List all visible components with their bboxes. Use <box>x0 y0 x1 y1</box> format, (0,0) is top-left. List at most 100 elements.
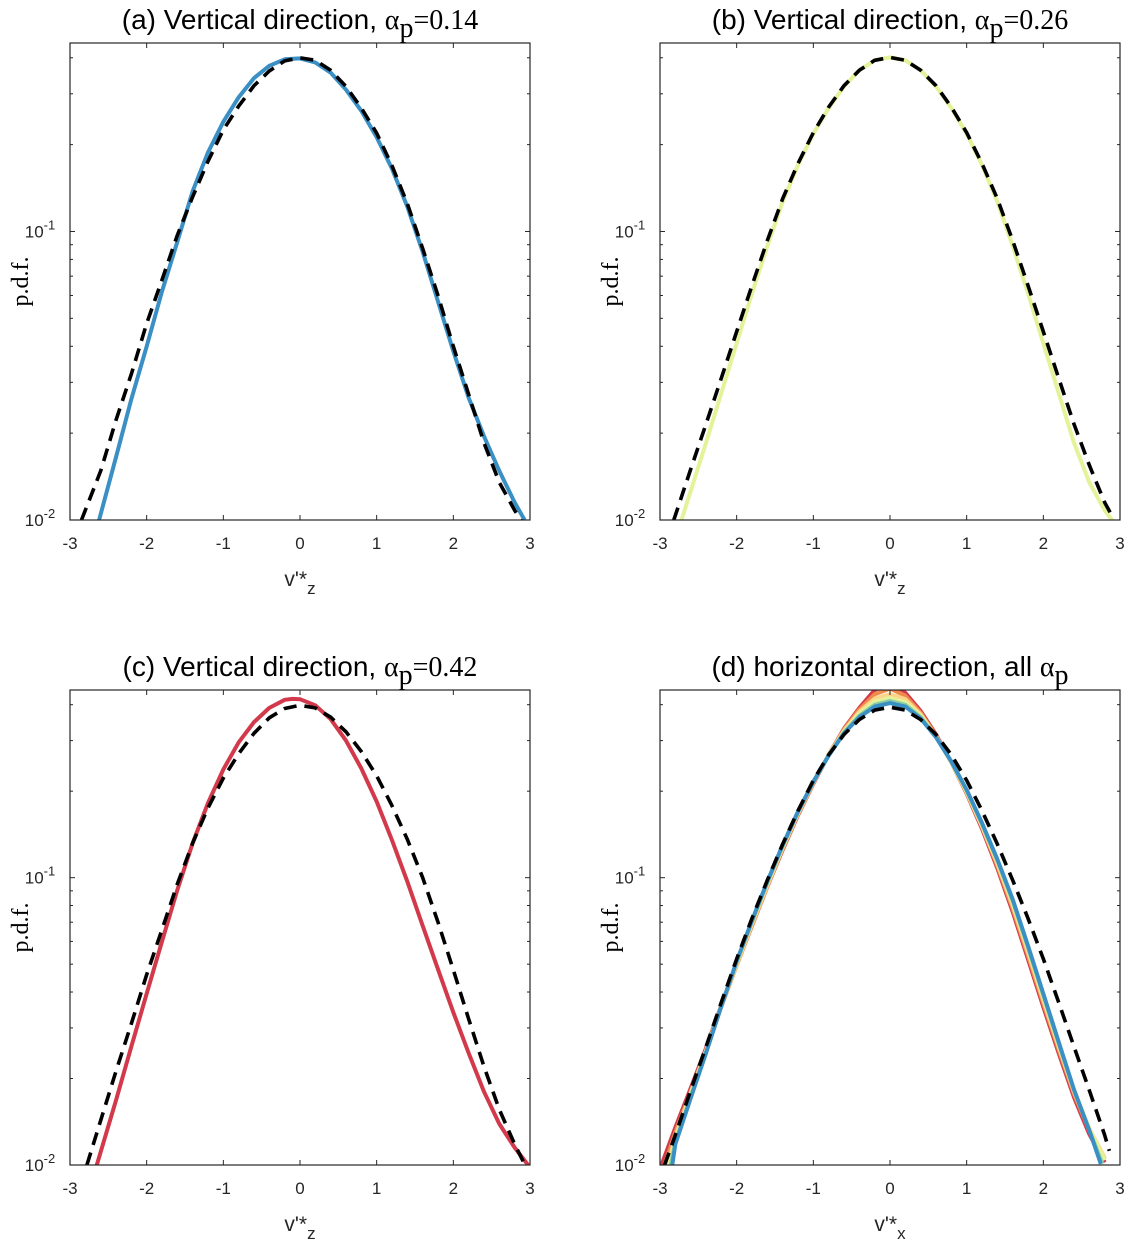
x-tick-label: 0 <box>295 1179 304 1198</box>
chart-title-subscript: p <box>399 13 413 44</box>
x-axis-label-subscript: z <box>897 579 906 598</box>
y-axis-label: p.d.f. <box>8 903 34 953</box>
y-tick-label: 10-1 <box>615 217 645 241</box>
x-tick-label: 3 <box>525 1179 534 1198</box>
chart-title-alpha: α <box>385 5 400 36</box>
series-group <box>79 55 527 520</box>
series-group <box>85 696 530 1165</box>
x-tick-label: -2 <box>139 534 154 553</box>
y-tick-base: 10 <box>615 869 634 888</box>
chart-title-text: (c) Vertical direction, <box>123 651 384 682</box>
pdf-line-4 <box>667 696 1107 1165</box>
pdf-line-5 <box>668 699 1105 1165</box>
series-group <box>660 690 1112 1165</box>
x-axis-label-text: v'* <box>284 568 307 591</box>
x-tick-label: 1 <box>962 1179 971 1198</box>
y-tick-exponent: -2 <box>44 506 56 521</box>
chart-title-text: (d) horizontal direction, all <box>711 651 1039 682</box>
y-tick-exponent: -2 <box>634 506 646 521</box>
y-tick-base: 10 <box>25 869 44 888</box>
y-tick-base: 10 <box>25 222 44 241</box>
y-tick-base: 10 <box>615 511 634 530</box>
chart-panel-b: -3 -2 -1 0 1 2 310-210-1v'*zp.d.f.(b) Vertical… <box>598 4 1125 598</box>
axes-box <box>69 42 531 521</box>
y-axis-label: p.d.f. <box>8 257 34 307</box>
x-tick-label: -3 <box>652 1179 667 1198</box>
x-tick-label: -2 <box>729 534 744 553</box>
x-axis-label-text: v'* <box>874 568 897 591</box>
chart-title-value: =0.26 <box>1003 5 1068 36</box>
y-tick-exponent: -2 <box>634 1151 646 1166</box>
x-tick-label: 2 <box>1039 534 1048 553</box>
pdf-line-1 <box>94 696 530 1165</box>
y-tick-base: 10 <box>615 222 634 241</box>
pdf-line-1 <box>660 690 1107 1165</box>
chart-title: (c) Vertical direction, αp=0.42 <box>123 651 478 691</box>
x-axis-label-text: v'* <box>284 1213 307 1236</box>
pdf-line-6 <box>670 701 1103 1165</box>
chart-title: (a) Vertical direction, αp=0.14 <box>122 4 478 44</box>
chart-panel-d: -3 -2 -1 0 1 2 310-210-1v'*xp.d.f.(d) horizont… <box>598 651 1125 1243</box>
pdf-line-1 <box>679 55 1115 520</box>
x-axis-label-subscript: z <box>307 1224 316 1243</box>
y-tick-label: 10-2 <box>615 1151 645 1175</box>
x-tick-label: 2 <box>449 1179 458 1198</box>
y-tick-label: 10-2 <box>615 506 645 530</box>
x-tick-label: -1 <box>806 534 821 553</box>
x-tick-label: -3 <box>652 534 667 553</box>
pdf-line-1 <box>97 56 527 520</box>
reference-gaussian-line <box>672 55 1114 520</box>
chart-title-alpha: α <box>1040 652 1055 683</box>
chart-title-alpha: α <box>384 652 399 683</box>
x-axis-label-text: v'* <box>874 1213 897 1236</box>
x-tick-label: 3 <box>525 534 534 553</box>
x-axis-label-subscript: x <box>897 1224 906 1243</box>
x-tick-label: 3 <box>1115 1179 1124 1198</box>
x-axis-label: v'*z <box>284 1213 315 1243</box>
chart-title-alpha: α <box>975 5 990 36</box>
y-tick-base: 10 <box>25 511 44 530</box>
chart-title-value: =0.42 <box>413 652 478 683</box>
x-tick-label: 2 <box>449 534 458 553</box>
chart-title-subscript: p <box>399 660 413 691</box>
chart-title-subscript: p <box>989 13 1003 44</box>
reference-gaussian-line <box>662 705 1112 1165</box>
y-axis-label: p.d.f. <box>598 257 624 307</box>
x-tick-label: 0 <box>885 1179 894 1198</box>
y-tick-exponent: -1 <box>44 864 56 879</box>
y-tick-exponent: -2 <box>44 1151 56 1166</box>
chart-title-value: =0.14 <box>413 5 478 36</box>
chart-title-subscript: p <box>1055 660 1069 691</box>
reference-gaussian-line <box>85 703 527 1165</box>
x-axis-label: v'*z <box>284 568 315 598</box>
y-tick-exponent: -1 <box>634 217 646 232</box>
x-tick-label: 1 <box>372 1179 381 1198</box>
x-tick-label: 3 <box>1115 534 1124 553</box>
y-tick-label: 10-1 <box>615 864 645 888</box>
x-axis-label: v'*x <box>874 1213 906 1243</box>
x-tick-label: -1 <box>806 1179 821 1198</box>
x-tick-label: 2 <box>1039 1179 1048 1198</box>
x-tick-label: -2 <box>139 1179 154 1198</box>
reference-gaussian-line <box>79 55 523 520</box>
chart-panel-c: -3 -2 -1 0 1 2 310-210-1v'*zp.d.f.(c) Vertical… <box>8 651 535 1243</box>
x-tick-label: 1 <box>372 534 381 553</box>
y-tick-base: 10 <box>615 1156 634 1175</box>
x-tick-label: 0 <box>885 534 894 553</box>
y-axis-label: p.d.f. <box>598 903 624 953</box>
chart-title: (b) Vertical direction, αp=0.26 <box>712 4 1068 44</box>
chart-title-text: (b) Vertical direction, <box>712 4 975 35</box>
x-tick-label: -3 <box>62 1179 77 1198</box>
axes-box <box>69 689 531 1166</box>
y-tick-exponent: -1 <box>634 864 646 879</box>
x-axis-label-subscript: z <box>307 579 316 598</box>
pdf-line-2 <box>662 690 1107 1165</box>
y-tick-label: 10-2 <box>25 1151 55 1175</box>
x-tick-label: -3 <box>62 534 77 553</box>
axes-box <box>659 42 1121 521</box>
x-axis-label: v'*z <box>874 568 905 598</box>
pdf-line-3 <box>665 692 1107 1165</box>
y-tick-label: 10-2 <box>25 506 55 530</box>
chart-panel-a: -3 -2 -1 0 1 2 310-210-1v'*zp.d.f.(a) Vertical… <box>8 4 535 598</box>
